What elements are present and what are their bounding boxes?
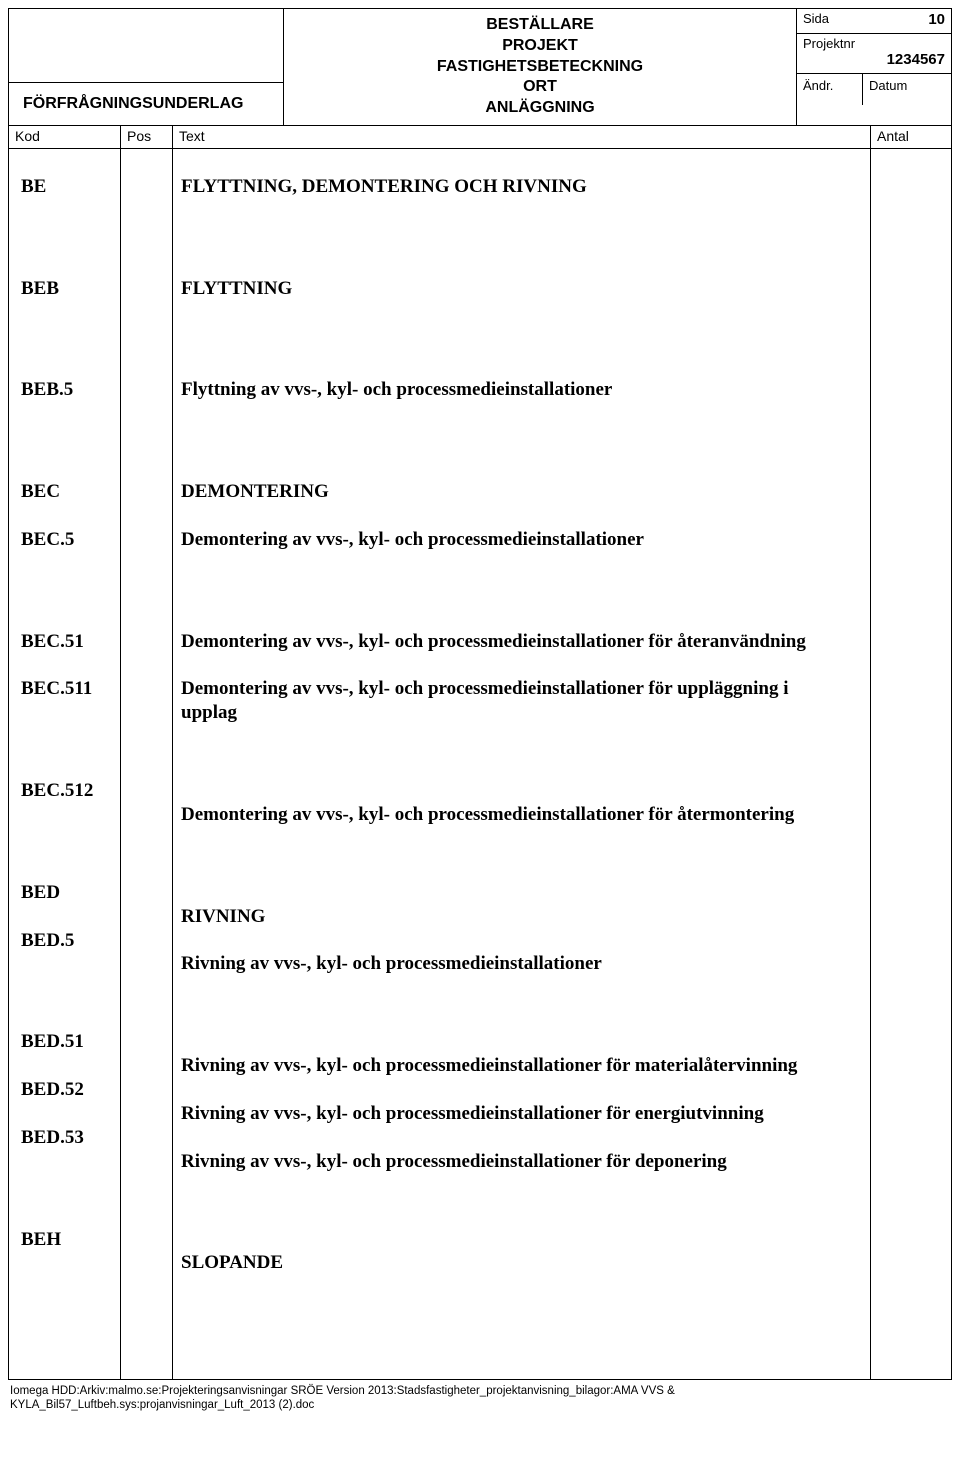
kod-cell: BED.51 [21, 1030, 116, 1054]
text-cell: FLYTTNING, DEMONTERING OCH RIVNING [181, 175, 842, 199]
projektnr-value: 1234567 [887, 51, 945, 69]
projektnr-label: Projektnr [803, 36, 855, 51]
header-center-line: PROJEKT [502, 36, 578, 57]
text-cell: Rivning av vvs-, kyl- och processmediein… [181, 1150, 842, 1174]
header: FÖRFRÅGNINGSUNDERLAG BESTÄLLARE PROJEKT … [9, 9, 951, 126]
kod-cell: BED [21, 881, 116, 905]
header-right: Sida 10 Projektnr 1234567 Ändr. Datum [797, 9, 951, 125]
column-pos [121, 149, 173, 1379]
header-left: FÖRFRÅGNINGSUNDERLAG [9, 9, 284, 125]
kod-cell: BE [21, 175, 116, 199]
kod-cell: BEC [21, 480, 116, 504]
text-cell: DEMONTERING [181, 480, 842, 504]
header-center-line: BESTÄLLARE [486, 15, 594, 36]
header-center-line: FASTIGHETSBETECKNING [437, 57, 643, 78]
footer-line: KYLA_Bil57_Luftbeh.sys:projanvisningar_L… [10, 1398, 952, 1412]
kod-cell: BED.53 [21, 1126, 116, 1150]
footer-line: Iomega HDD:Arkiv:malmo.se:Projekteringsa… [10, 1384, 952, 1398]
header-sida-row: Sida 10 [797, 9, 951, 34]
text-cell: Demontering av vvs-, kyl- och processmed… [181, 677, 842, 725]
column-antal [871, 149, 951, 1379]
column-kod: BE BEB BEB.5 BEC BEC.5 BEC.51 BEC.511 BEC.512 BE… [9, 149, 121, 1379]
header-andr-datum-row: Ändr. Datum [797, 74, 951, 125]
text-cell: Rivning av vvs-, kyl- och processmediein… [181, 1054, 842, 1078]
col-header-text: Text [173, 126, 871, 148]
header-center: BESTÄLLARE PROJEKT FASTIGHETSBETECKNING … [284, 9, 797, 125]
col-header-kod: Kod [9, 126, 121, 148]
text-cell: FLYTTNING [181, 277, 842, 301]
kod-cell: BEC.5 [21, 528, 116, 552]
text-cell: RIVNING [181, 905, 842, 929]
header-left-blank [9, 9, 284, 83]
kod-cell: BED.52 [21, 1078, 116, 1102]
text-cell: Demontering av vvs-, kyl- och processmed… [181, 630, 842, 654]
text-cell: Demontering av vvs-, kyl- och processmed… [181, 803, 842, 827]
andr-label: Ändr. [797, 74, 863, 105]
text-cell: Rivning av vvs-, kyl- och processmediein… [181, 952, 842, 976]
kod-cell: BED.5 [21, 929, 116, 953]
text-cell: SLOPANDE [181, 1251, 842, 1275]
page-frame: FÖRFRÅGNINGSUNDERLAG BESTÄLLARE PROJEKT … [8, 8, 952, 1380]
header-projektnr-row: Projektnr 1234567 [797, 34, 951, 74]
kod-cell: BEB [21, 277, 116, 301]
sida-label: Sida [803, 11, 829, 26]
kod-cell: BEH [21, 1228, 116, 1252]
header-center-line: ORT [523, 77, 557, 98]
body-area: BE BEB BEB.5 BEC BEC.5 BEC.51 BEC.511 BEC.512 BE… [9, 149, 951, 1379]
header-center-line: ANLÄGGNING [485, 98, 594, 119]
footer-path: Iomega HDD:Arkiv:malmo.se:Projekteringsa… [0, 1380, 960, 1423]
kod-cell: BEC.511 [21, 677, 116, 701]
text-cell: Demontering av vvs-, kyl- och processmed… [181, 528, 842, 552]
kod-cell: BEB.5 [21, 378, 116, 402]
column-text: FLYTTNING, DEMONTERING OCH RIVNING FLYTTN… [173, 149, 871, 1379]
text-cell: Rivning av vvs-, kyl- och processmediein… [181, 1102, 842, 1126]
sida-value: 10 [928, 11, 945, 29]
col-header-pos: Pos [121, 126, 173, 148]
kod-cell: BEC.512 [21, 779, 116, 803]
kod-cell: BEC.51 [21, 630, 116, 654]
datum-label: Datum [863, 74, 951, 105]
col-header-antal: Antal [871, 126, 951, 148]
header-doc-type: FÖRFRÅGNINGSUNDERLAG [9, 83, 284, 125]
text-cell: Flyttning av vvs-, kyl- och processmedie… [181, 378, 842, 402]
column-header-row: Kod Pos Text Antal [9, 126, 951, 149]
